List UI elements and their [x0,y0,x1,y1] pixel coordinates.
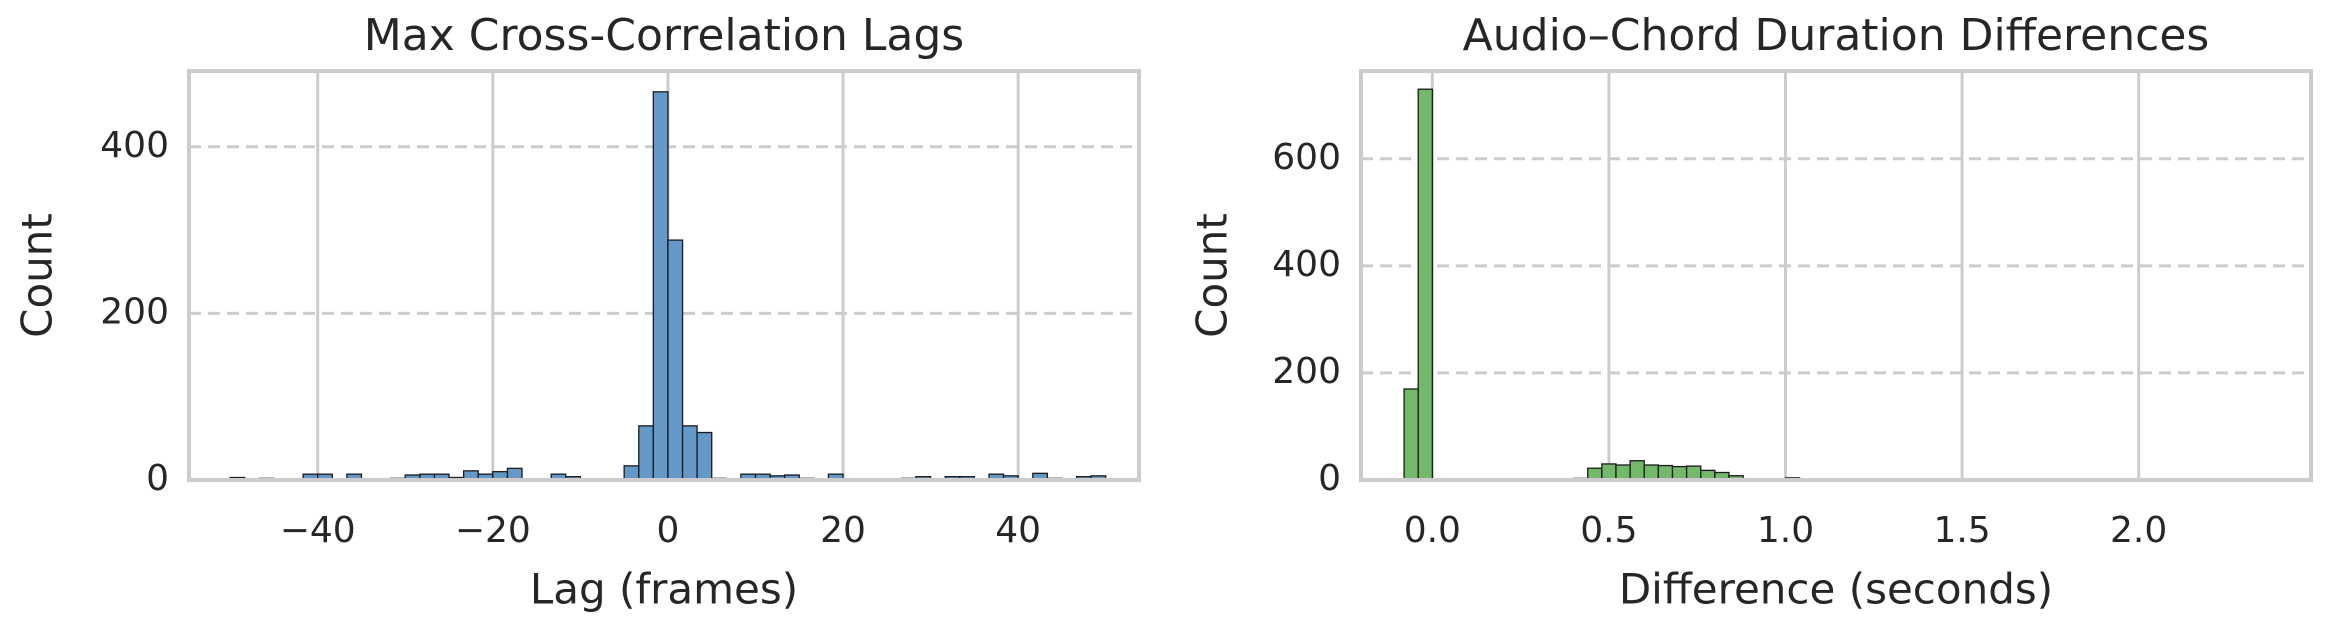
histogram-bar [696,431,713,481]
chart-title: Audio–Chord Duration Differences [1463,10,2210,61]
x-tick-label: −20 [455,510,531,551]
axes-frame [187,69,1141,482]
x-tick-label: 0.5 [1580,510,1637,551]
y-axis-label: Count [1188,213,1237,338]
y-tick-label: 0 [146,458,169,499]
histogram-bar [681,425,698,481]
histogram-bar [1657,464,1674,481]
y-tick-label: 200 [1272,351,1341,392]
histogram-bar [667,239,684,481]
histogram-bar [1417,88,1433,481]
x-tick-label: 2.0 [2110,510,2167,551]
y-tick-label: 200 [100,291,169,332]
x-tick-label: 0 [656,510,679,551]
histogram-bar [1601,463,1617,481]
x-tick-label: 0.0 [1404,510,1461,551]
y-axis-label: Count [13,213,62,338]
histogram-bar [623,465,640,481]
y-tick-label: 400 [100,125,169,166]
x-tick-label: 40 [995,510,1041,551]
histogram-bar [1403,388,1419,481]
x-axis-label: Difference (seconds) [1619,565,2053,614]
chart-title: Max Cross-Correlation Lags [364,10,964,61]
histogram-bar [1643,464,1660,481]
histogram-bar [1671,465,1688,481]
axes-frame [1359,69,2313,482]
histogram-bar [1685,465,1702,481]
y-tick-label: 0 [1318,458,1341,499]
histogram-bar [1629,460,1645,481]
x-tick-label: 1.0 [1757,510,1814,551]
x-tick-label: 1.5 [1933,510,1990,551]
histogram-bar [1615,464,1631,481]
histogram-bar [652,91,669,481]
x-axis-label: Lag (frames) [530,565,798,614]
x-tick-label: 20 [820,510,866,551]
x-tick-label: −40 [280,510,356,551]
y-tick-label: 600 [1272,137,1341,178]
histogram-bar [638,425,654,481]
y-tick-label: 400 [1272,244,1341,285]
